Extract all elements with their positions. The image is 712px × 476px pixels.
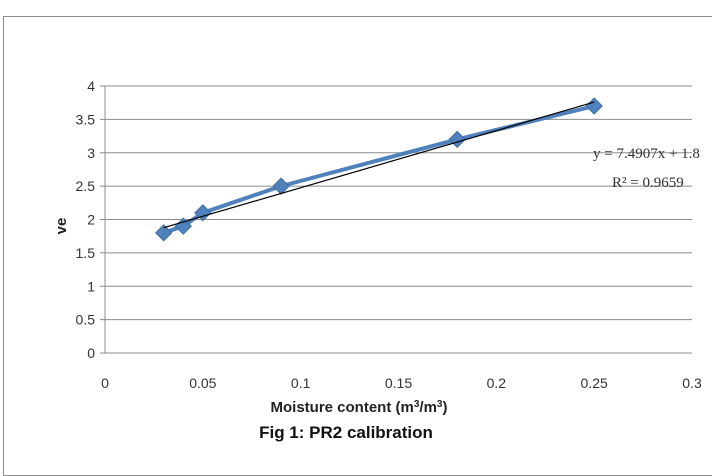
y-tick-label: 3.5 [76,111,96,127]
y-tick-labels: 0 0.5 1 1.5 2 2.5 3 3.5 4 [76,78,96,361]
y-tick-label: 1.5 [76,245,96,261]
y-tick-label: 4 [87,78,95,94]
figure-caption: Fig 1: PR2 calibration [259,423,433,442]
x-tick-label: 0 [101,375,109,391]
series-line [163,104,595,235]
chart: 0 0.5 1 1.5 2 2.5 3 3.5 4 0 0.05 0.1 0.15 0.2 0.25 0.3… [53,78,702,442]
y-tick-label: 2.5 [76,178,96,194]
x-axis-title-sup2: 3 [437,399,443,410]
x-tick-labels: 0 0.05 0.1 0.15 0.2 0.25 0.3 [101,375,702,391]
x-axis-title-sup1: 3 [414,399,420,410]
trendline-r-squared: R² = 0.9659 [612,175,684,191]
data-series [154,97,603,242]
x-tick-label: 0.15 [385,375,412,391]
x-tick-label: 0.05 [189,375,216,391]
y-tick-label: 3 [87,145,95,161]
x-axis-title-main: Moisture content (m [271,399,414,416]
x-tick-label: 0.25 [581,375,608,391]
y-tick-label: 2 [87,212,95,228]
data-point-marker [154,224,173,242]
trendline-equation: y = 7.4907x + 1.8 [593,146,700,162]
y-axis-title: ve [53,218,70,235]
data-point-marker [448,130,466,149]
y-tick-label: 0.5 [76,312,96,328]
x-tick-label: 0.3 [682,375,702,391]
x-axis-title: Moisture content (m3/m3) [271,399,448,417]
y-tick-label: 1 [87,278,95,294]
data-point-marker [585,97,603,115]
trendline [163,101,595,229]
x-tick-label: 0.2 [487,375,507,391]
gridlines [100,85,692,354]
data-point-marker [272,177,290,195]
x-tick-label: 0.1 [291,375,311,391]
y-tick-label: 0 [87,345,95,361]
x-axis-title-end: ) [442,399,447,416]
x-axis-title-mid: /m [419,399,437,416]
